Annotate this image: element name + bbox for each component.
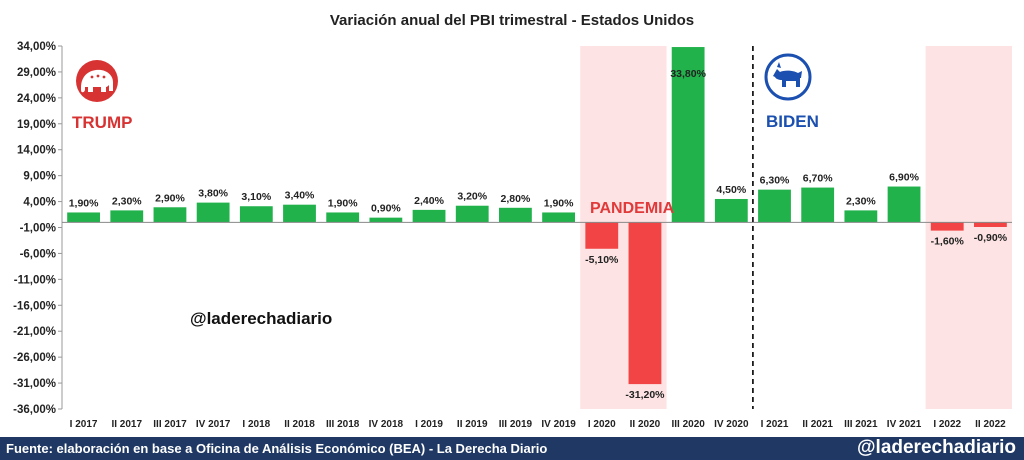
republican-elephant-icon <box>76 60 118 102</box>
y-axis: 34,00% 29,00% 24,00% 19,00% 14,00% 9,00% 4,00%… <box>13 41 63 416</box>
bar <box>239 206 273 223</box>
footer-bar: Fuente: elaboración en base a Oficina de… <box>0 437 1024 460</box>
x-tick-label: III 2020 <box>671 419 705 430</box>
x-tick-label: III 2019 <box>499 419 533 430</box>
bar <box>412 209 446 223</box>
x-tick-label: IV 2017 <box>196 419 231 430</box>
chart: Variación anual del PBI trimestral - Est… <box>13 12 1012 430</box>
x-axis: I 2017 II 2017 III 2017 IV 2017 I 2018 II 201… <box>70 419 1006 430</box>
x-tick-label: I 2019 <box>415 419 443 430</box>
y-tick-label: 29,00% <box>17 67 56 79</box>
data-label: 2,90% <box>155 192 185 204</box>
bar <box>930 222 964 231</box>
data-labels: 1,90% 2,30% 2,90% 3,80% 3,10% 3,40% 1,90% 0,90%… <box>69 68 1008 401</box>
bar <box>714 198 748 223</box>
x-tick-label: II 2018 <box>284 419 315 430</box>
y-tick-label: -16,00% <box>13 300 56 312</box>
y-tick-label: -11,00% <box>14 274 56 286</box>
pandemia-label: PANDEMIA <box>590 200 675 217</box>
bar <box>369 217 403 223</box>
y-tick-label: 19,00% <box>17 119 56 131</box>
bar <box>887 186 921 223</box>
x-tick-label: III 2021 <box>844 419 878 430</box>
biden-annotation: BIDEN <box>764 53 819 131</box>
data-label: 6,70% <box>803 173 833 185</box>
bar <box>499 207 532 223</box>
bar <box>974 222 1007 227</box>
x-tick-label: IV 2020 <box>714 419 749 430</box>
bar <box>67 212 100 223</box>
data-label: 6,90% <box>889 172 919 184</box>
data-label: -31,20% <box>625 389 665 401</box>
bar <box>326 212 360 223</box>
bar <box>628 222 662 385</box>
data-label: 2,30% <box>112 195 142 207</box>
x-tick-label: I 2018 <box>242 419 270 430</box>
data-label: 6,30% <box>760 175 790 187</box>
y-tick-label: -31,00% <box>13 378 56 390</box>
y-tick-label: 24,00% <box>17 93 56 105</box>
data-label: -5,10% <box>585 254 619 266</box>
footer-source: Fuente: elaboración en base a Oficina de… <box>6 441 548 456</box>
data-label: 1,90% <box>69 197 99 209</box>
y-tick-label: -1,00% <box>20 223 56 235</box>
x-tick-label: II 2021 <box>802 419 833 430</box>
data-label: 33,80% <box>670 68 706 80</box>
y-tick-label: -21,00% <box>13 326 56 338</box>
bars <box>62 47 1012 385</box>
bar <box>585 222 619 249</box>
bar <box>542 212 575 223</box>
data-label: 3,80% <box>198 188 228 200</box>
x-tick-label: I 2017 <box>70 419 98 430</box>
y-tick-label: 9,00% <box>23 171 56 183</box>
data-label: 1,90% <box>544 197 574 209</box>
y-tick-label: 14,00% <box>17 145 56 157</box>
bar <box>671 47 705 223</box>
watermark: @laderechadiario <box>190 309 332 328</box>
x-tick-label: III 2017 <box>153 419 187 430</box>
x-tick-label: IV 2018 <box>369 419 404 430</box>
bar <box>153 207 187 223</box>
bar <box>844 210 878 223</box>
data-label: 2,30% <box>846 195 876 207</box>
bar <box>758 189 791 223</box>
trump-annotation: TRUMP <box>72 60 132 132</box>
data-label: -1,60% <box>931 236 965 248</box>
data-label: 0,90% <box>371 203 401 215</box>
data-label: -0,90% <box>974 232 1008 244</box>
data-label: 3,10% <box>241 191 271 203</box>
x-tick-label: II 2020 <box>630 419 661 430</box>
x-tick-label: I 2021 <box>761 419 789 430</box>
data-label: 1,90% <box>328 197 358 209</box>
bar <box>801 187 835 223</box>
trump-label: TRUMP <box>72 113 132 132</box>
x-tick-label: I 2020 <box>588 419 616 430</box>
y-tick-label: -6,00% <box>20 248 56 260</box>
x-tick-label: I 2022 <box>933 419 961 430</box>
x-tick-label: II 2022 <box>975 419 1006 430</box>
x-tick-label: IV 2021 <box>887 419 922 430</box>
data-label: 2,40% <box>414 195 444 207</box>
x-tick-label: IV 2019 <box>541 419 576 430</box>
bar <box>110 210 144 223</box>
data-label: 3,40% <box>285 190 315 202</box>
y-tick-label: -36,00% <box>13 404 56 416</box>
x-tick-label: III 2018 <box>326 419 360 430</box>
bar <box>196 202 230 223</box>
data-label: 3,20% <box>457 191 487 203</box>
x-tick-label: II 2017 <box>111 419 142 430</box>
chart-title: Variación anual del PBI trimestral - Est… <box>330 12 694 29</box>
biden-label: BIDEN <box>766 112 819 131</box>
y-tick-label: 34,00% <box>17 41 56 53</box>
data-label: 4,50% <box>716 184 746 196</box>
y-tick-label: -26,00% <box>13 352 56 364</box>
democrat-donkey-icon <box>764 53 812 101</box>
footer-handle: @laderechadiario <box>857 437 1016 458</box>
x-tick-label: II 2019 <box>457 419 488 430</box>
data-label: 2,80% <box>501 193 531 205</box>
y-tick-label: 4,00% <box>23 197 56 209</box>
bar <box>283 204 316 223</box>
bar <box>455 205 489 223</box>
